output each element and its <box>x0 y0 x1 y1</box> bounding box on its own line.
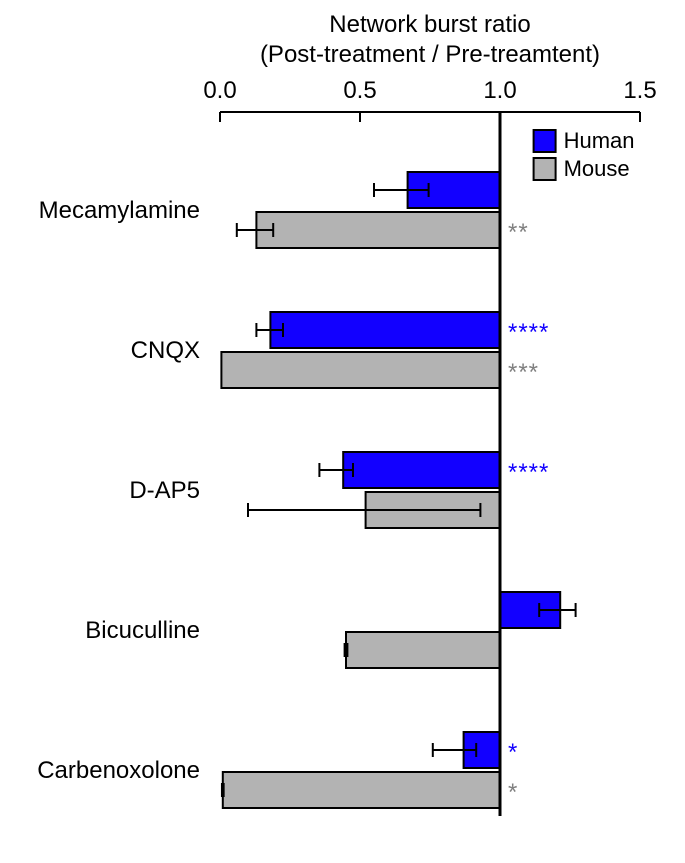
legend-swatch-mouse <box>534 158 556 180</box>
legend-swatch-human <box>534 130 556 152</box>
sig-human: **** <box>508 319 549 346</box>
category-label: Carbenoxolone <box>37 757 200 784</box>
category-label: Mecamylamine <box>39 197 200 224</box>
bar-human <box>343 452 500 488</box>
chart-title-line2: (Post-treatment / Pre-treamtent) <box>260 41 600 68</box>
bar-mouse <box>346 632 500 668</box>
bar-human <box>270 312 500 348</box>
sig-mouse: ** <box>508 219 529 246</box>
category-label: Bicuculline <box>85 617 200 644</box>
sig-mouse: * <box>508 779 518 806</box>
legend-label-human: Human <box>564 128 635 153</box>
bar-mouse <box>256 212 500 248</box>
bar-mouse <box>221 352 500 388</box>
category-label: CNQX <box>131 337 200 364</box>
xtick-label: 1.0 <box>483 77 516 104</box>
xtick-label: 0.0 <box>203 77 236 104</box>
sig-human: **** <box>508 459 549 486</box>
sig-mouse: *** <box>508 359 539 386</box>
xtick-label: 1.5 <box>623 77 656 104</box>
bar-mouse <box>223 772 500 808</box>
bar-chart: Network burst ratio (Post-treatment / Pre… <box>0 0 685 863</box>
xtick-label: 0.5 <box>343 77 376 104</box>
category-label: D-AP5 <box>129 477 200 504</box>
legend-label-mouse: Mouse <box>564 156 630 181</box>
sig-human: * <box>508 739 518 766</box>
chart-title-line1: Network burst ratio <box>329 11 530 38</box>
